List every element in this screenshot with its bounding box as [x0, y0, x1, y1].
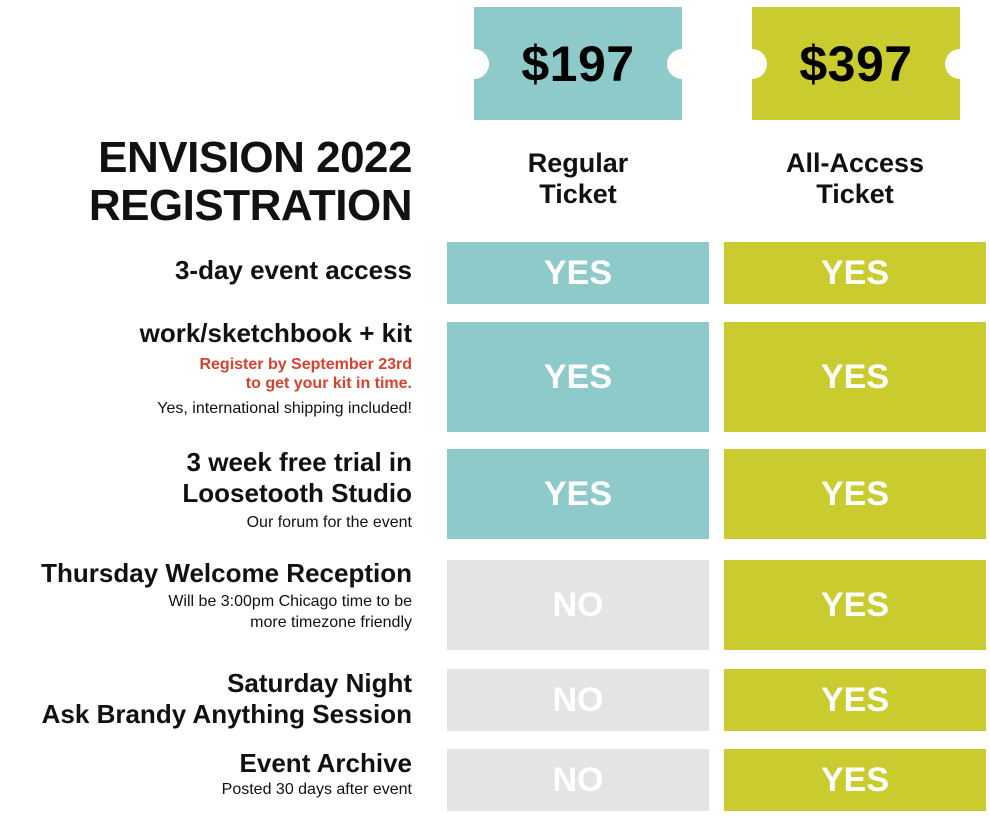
feature-main-text: Saturday Night [227, 668, 412, 698]
feature-label-sketchbook-kit: work/sketchbook + kit Register by Septem… [0, 318, 412, 419]
all-access-ticket-price: $397 [799, 35, 913, 92]
all-access-ticket-label-line2: Ticket [816, 179, 894, 209]
feature-highlight-text: to get your kit in time. [245, 375, 412, 392]
page-title-line1: ENVISION 2022 [98, 133, 412, 182]
feature-main-text: Event Archive [239, 748, 412, 778]
all-access-sketchbook-kit-cell: YES [724, 322, 986, 432]
feature-label-event-archive: Event Archive Posted 30 days after event [0, 748, 412, 800]
all-access-event-access-cell: YES [724, 242, 986, 304]
feature-highlight-text: Register by September 23rd [199, 356, 412, 373]
regular-ticket-label-line1: Regular [527, 148, 629, 178]
all-access-event-archive-cell: YES [724, 749, 986, 811]
feature-label-free-trial: 3 week free trial in Loosetooth Studio O… [0, 447, 412, 533]
feature-main-text: work/sketchbook + kit [139, 318, 412, 348]
feature-note-text: more timezone friendly [250, 614, 412, 631]
feature-note-text: Yes, international shipping included! [157, 400, 412, 417]
regular-ticket-header: Regular Ticket [447, 148, 709, 210]
ticket-notch [667, 49, 697, 79]
feature-label-welcome-reception: Thursday Welcome Reception Will be 3:00p… [0, 558, 412, 633]
feature-main-text: Thursday Welcome Reception [41, 558, 412, 588]
feature-main-text: Ask Brandy Anything Session [41, 699, 412, 729]
feature-note-text: Posted 30 days after event [221, 781, 412, 798]
regular-welcome-reception-cell: NO [447, 560, 709, 650]
regular-sketchbook-kit-cell: YES [447, 322, 709, 432]
ticket-notch [737, 49, 767, 79]
feature-note-text: Will be 3:00pm Chicago time to be [168, 593, 412, 610]
all-access-ticket-label-line1: All-Access [785, 148, 925, 178]
all-access-welcome-reception-cell: YES [724, 560, 986, 650]
feature-label-ask-brandy: Saturday Night Ask Brandy Anything Sessi… [0, 668, 412, 730]
feature-main-text: 3 week free trial in [186, 447, 412, 477]
regular-event-archive-cell: NO [447, 749, 709, 811]
all-access-ask-brandy-cell: YES [724, 669, 986, 731]
regular-ticket-price: $197 [521, 35, 635, 92]
page-title-line2: REGISTRATION [88, 181, 413, 230]
all-access-free-trial-cell: YES [724, 449, 986, 539]
regular-event-access-cell: YES [447, 242, 709, 304]
page-title: ENVISION 2022 REGISTRATION [0, 133, 413, 230]
feature-note-text: Our forum for the event [246, 514, 412, 531]
regular-ticket-price-tag: $197 [459, 7, 697, 120]
feature-label-event-access: 3-day event access [0, 255, 412, 286]
feature-main-text: 3-day event access [174, 255, 412, 285]
feature-main-text: Loosetooth Studio [182, 478, 412, 508]
ticket-notch [945, 49, 975, 79]
ticket-notch [459, 49, 489, 79]
regular-free-trial-cell: YES [447, 449, 709, 539]
regular-ask-brandy-cell: NO [447, 669, 709, 731]
all-access-ticket-price-tag: $397 [737, 7, 975, 120]
all-access-ticket-header: All-Access Ticket [724, 148, 986, 210]
regular-ticket-label-line2: Ticket [539, 179, 617, 209]
